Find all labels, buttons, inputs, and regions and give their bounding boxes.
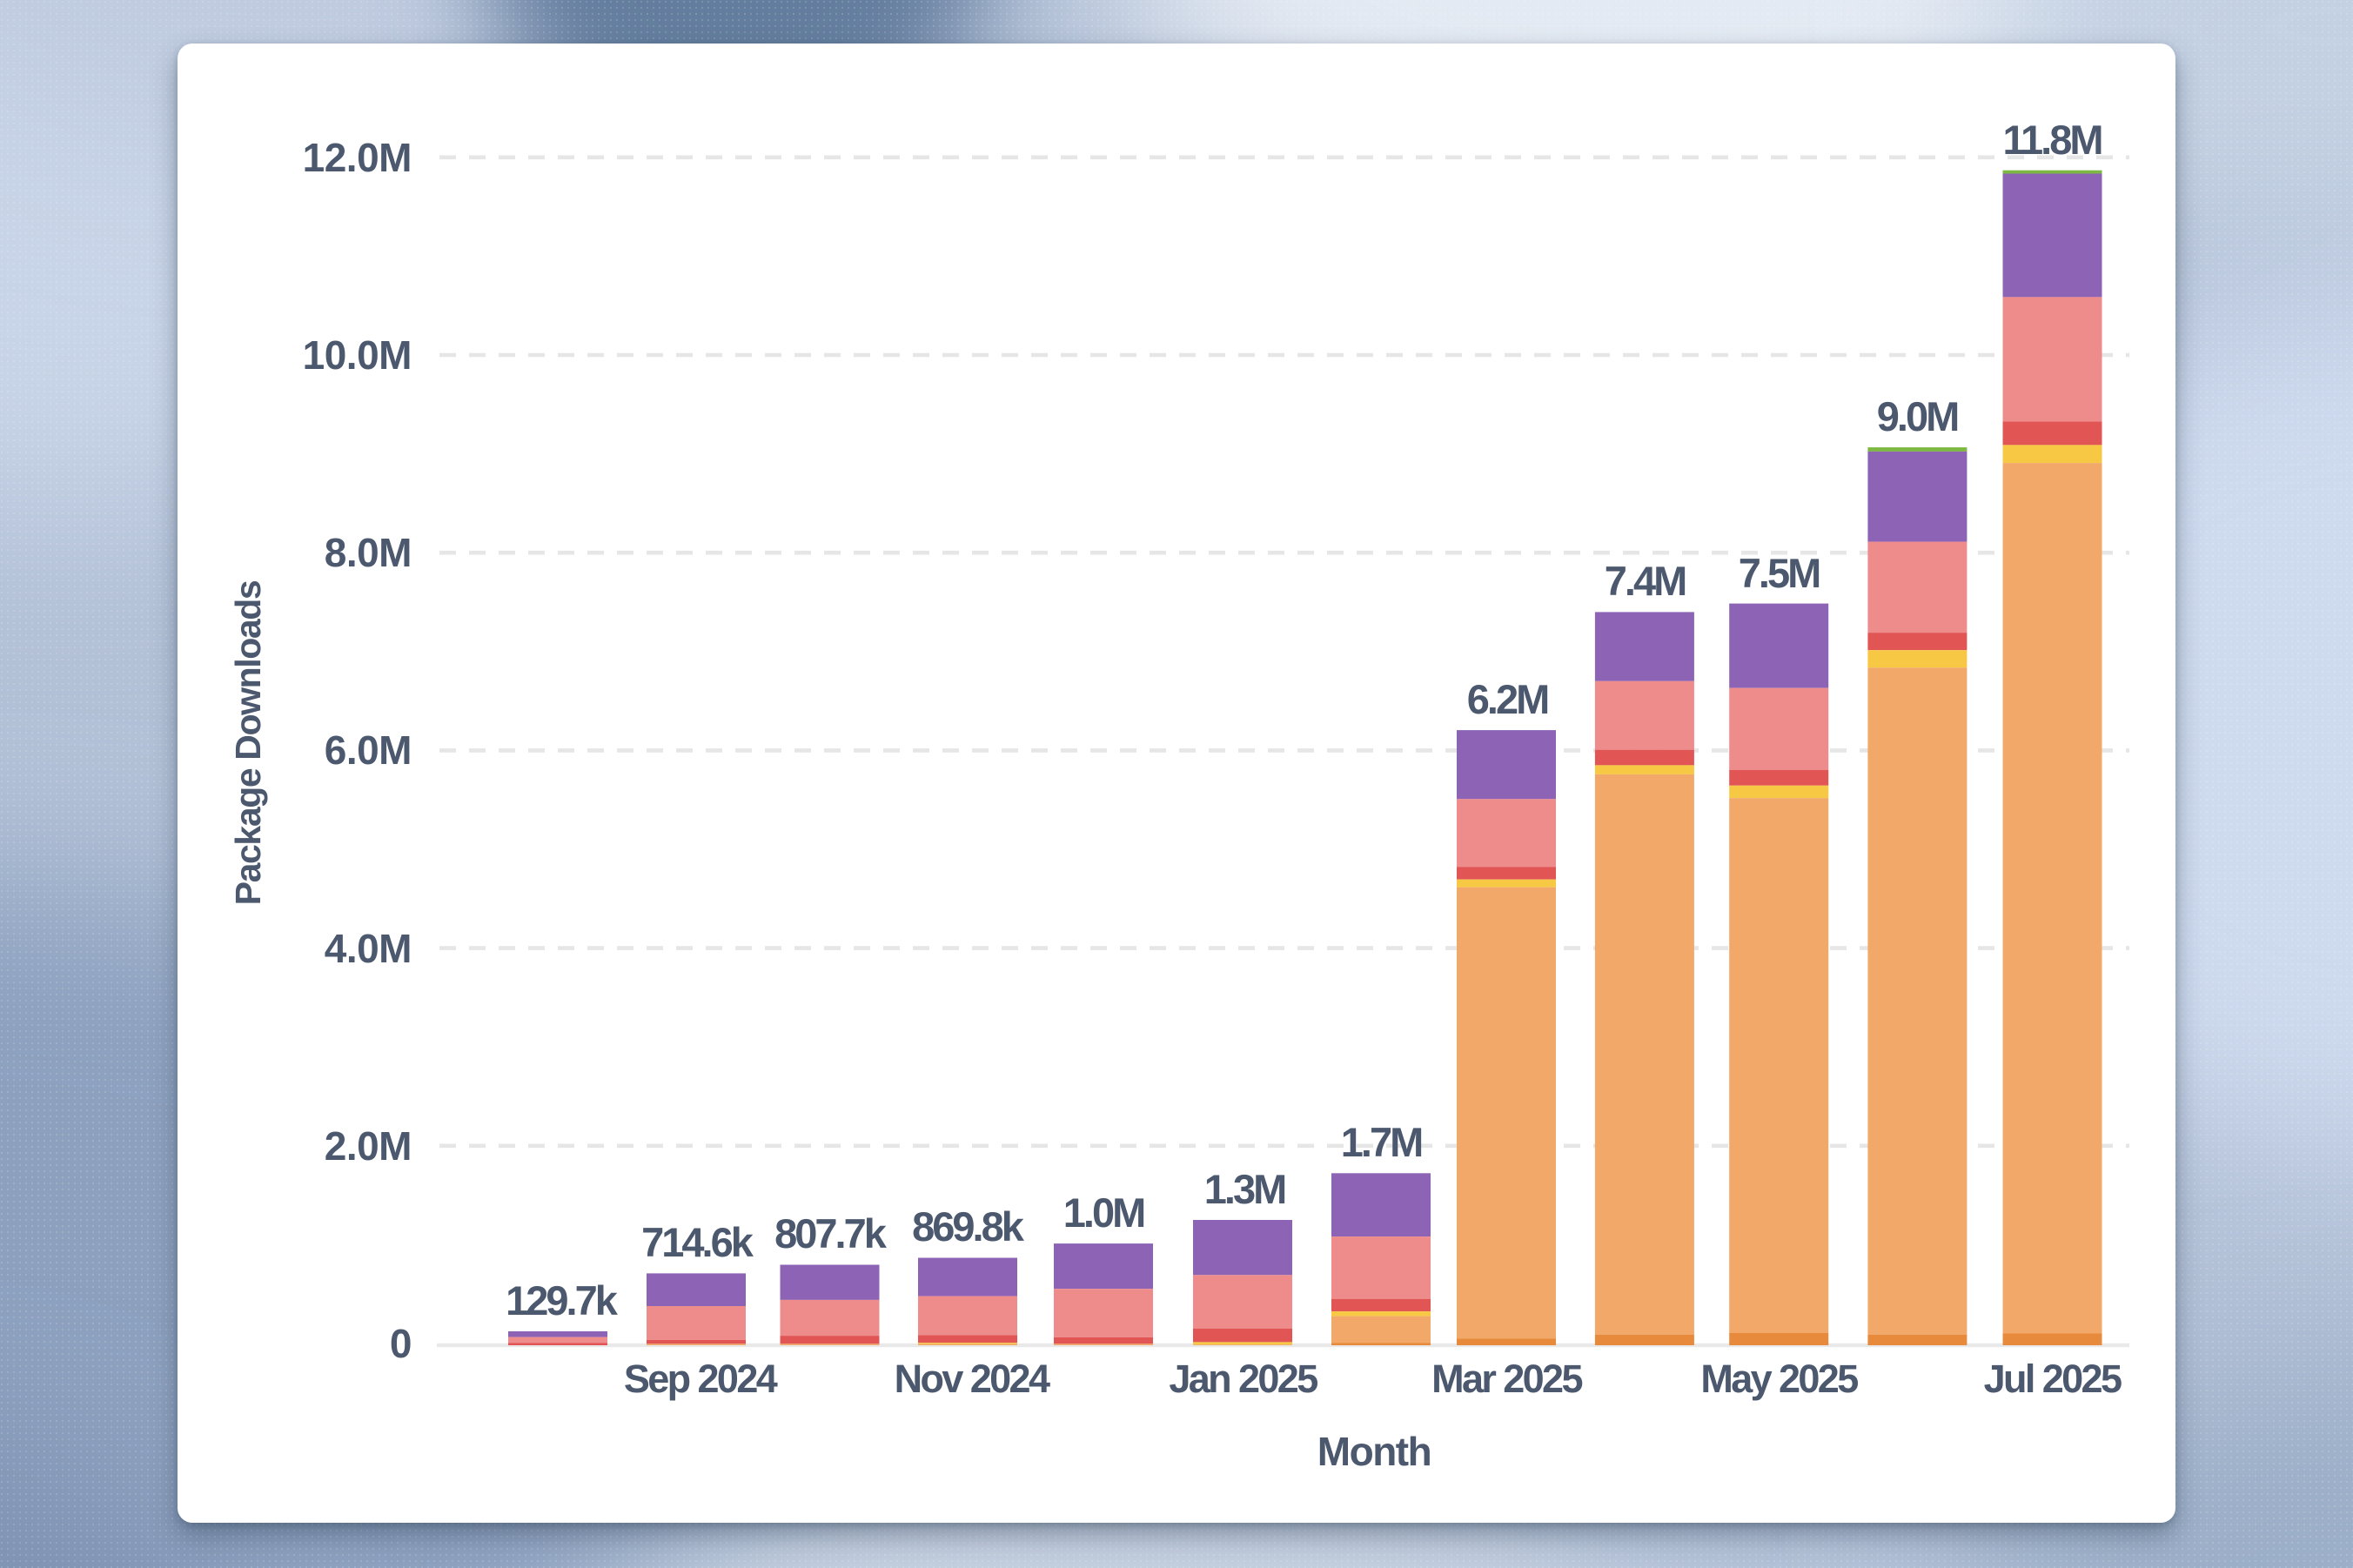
svg-text:Month: Month <box>1317 1429 1431 1474</box>
svg-text:0: 0 <box>390 1321 412 1366</box>
svg-text:2.0M: 2.0M <box>325 1123 412 1169</box>
svg-text:807.7k: 807.7k <box>774 1210 888 1256</box>
svg-text:10.0M: 10.0M <box>303 332 412 378</box>
svg-text:8.0M: 8.0M <box>325 530 412 575</box>
svg-text:6.2M: 6.2M <box>1467 676 1548 722</box>
svg-text:12.0M: 12.0M <box>303 135 412 180</box>
svg-text:11.8M: 11.8M <box>2002 117 2101 163</box>
svg-text:Jan 2025: Jan 2025 <box>1169 1357 1317 1401</box>
svg-text:1.7M: 1.7M <box>1341 1119 1422 1165</box>
svg-text:1.0M: 1.0M <box>1063 1189 1144 1236</box>
svg-text:May 2025: May 2025 <box>1700 1357 1858 1401</box>
svg-text:Mar 2025: Mar 2025 <box>1431 1357 1582 1401</box>
svg-text:Nov 2024: Nov 2024 <box>895 1357 1050 1401</box>
svg-text:129.7k: 129.7k <box>506 1277 619 1323</box>
svg-text:1.3M: 1.3M <box>1204 1166 1285 1212</box>
svg-text:9.0M: 9.0M <box>1877 393 1958 439</box>
svg-text:4.0M: 4.0M <box>325 926 412 971</box>
svg-text:Package Downloads: Package Downloads <box>228 580 268 905</box>
svg-text:6.0M: 6.0M <box>325 727 412 773</box>
svg-text:Jul 2025: Jul 2025 <box>1984 1357 2122 1401</box>
svg-text:7.4M: 7.4M <box>1605 558 1686 604</box>
svg-text:869.8k: 869.8k <box>912 1203 1025 1250</box>
svg-text:7.5M: 7.5M <box>1739 550 1820 596</box>
svg-text:Sep 2024: Sep 2024 <box>624 1357 778 1401</box>
svg-text:714.6k: 714.6k <box>641 1219 754 1265</box>
